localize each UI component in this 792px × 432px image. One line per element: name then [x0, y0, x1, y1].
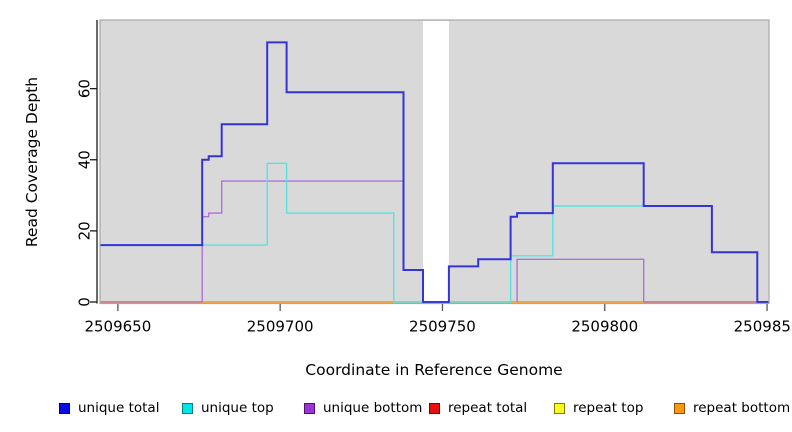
x-tick-label: 2509650: [84, 318, 151, 336]
y-tick-label: 20: [75, 221, 93, 240]
unique-bottom-swatch-icon: [304, 402, 315, 414]
legend-label: unique bottom: [323, 400, 423, 416]
y-tick-label: 60: [75, 79, 93, 98]
legend-item-unique-top: unique top: [182, 397, 274, 419]
legend: unique total unique top unique bottom re…: [0, 397, 792, 423]
series-line-unique-total: [100, 41, 769, 303]
repeat-top-swatch-icon: [554, 402, 565, 414]
repeat-total-swatch-icon: [429, 402, 440, 414]
y-tick-label: 40: [75, 150, 93, 169]
x-tick-label: 2509800: [571, 318, 638, 336]
x-tick-label: 2509850: [734, 318, 792, 336]
x-tick-label: 2509750: [409, 318, 476, 336]
series-line-unique-bottom: [516, 258, 645, 302]
repeat-bottom-swatch-icon: [674, 402, 685, 414]
legend-label: unique top: [201, 400, 274, 416]
legend-label: unique total: [78, 400, 160, 416]
legend-label: repeat bottom: [693, 400, 791, 416]
legend-item-repeat-top: repeat top: [554, 397, 643, 419]
legend-label: repeat total: [448, 400, 528, 416]
masked-region: [422, 20, 449, 304]
legend-item-repeat-bottom: repeat bottom: [674, 397, 790, 419]
legend-label: repeat top: [573, 400, 644, 416]
y-tick-label: 0: [75, 297, 93, 307]
legend-item-unique-total: unique total: [59, 397, 159, 419]
x-axis-title: Coordinate in Reference Genome: [305, 361, 563, 379]
unique-top-swatch-icon: [182, 402, 193, 414]
legend-item-repeat-total: repeat total: [429, 397, 527, 419]
x-tick-label: 2509700: [247, 318, 314, 336]
y-axis-title: Read Coverage Depth: [23, 76, 41, 248]
legend-item-unique-bottom: unique bottom: [304, 397, 422, 419]
plot-border: [99, 19, 770, 305]
unique-total-swatch-icon: [59, 402, 70, 414]
